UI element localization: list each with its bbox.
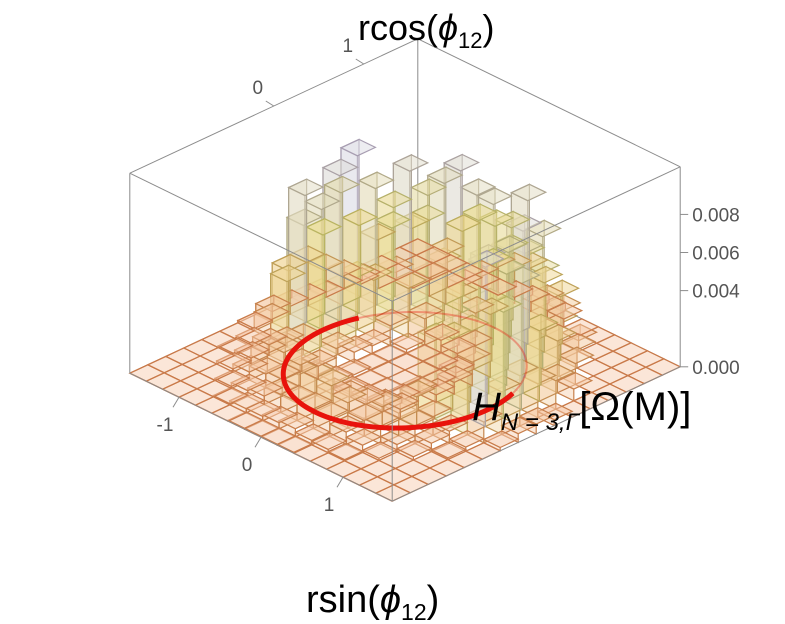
histogram-bar: [485, 294, 523, 419]
x-tick-mark: [254, 436, 262, 448]
x-tick-label: 0: [242, 455, 253, 476]
y-tick-label: 0: [253, 78, 264, 99]
ring-front: [280, 315, 515, 431]
z-tick-label: 0.008: [692, 205, 740, 226]
y-tick-mark: [355, 58, 365, 65]
y-tick-mark: [265, 100, 275, 107]
x-tick-label: -1: [157, 415, 174, 436]
histogram-bar: [277, 411, 315, 438]
box-edge: [129, 172, 393, 302]
z-tick-label: 0.004: [692, 282, 740, 303]
x-axis-label: rsin(ϕ12): [306, 579, 439, 624]
axis-ticks: -1 0 1 0 1 0.000 0.004 0.006 0.008: [157, 36, 741, 516]
histogram-bars: [128, 138, 682, 502]
unit-circle-ring: [280, 311, 528, 431]
x-tick-mark: [172, 396, 180, 408]
z-tick-label: 0.000: [692, 358, 740, 379]
box-edge: [417, 38, 681, 168]
y-axis-label: rcos(ϕ12): [358, 7, 495, 53]
histogram-bar: [575, 358, 613, 377]
histogram-bar: [261, 405, 299, 430]
y-tick-label: 1: [343, 36, 354, 57]
histogram-bar: [361, 440, 399, 462]
z-axis-label: HN = 3,Γ[Ω(M)]: [472, 385, 691, 436]
box-edge: [391, 366, 681, 502]
z-tick-label: 0.006: [692, 244, 740, 265]
histogram-bar: [406, 301, 444, 347]
x-tick-mark: [336, 476, 344, 488]
box-edge: [391, 166, 681, 302]
x-tick-label: 1: [324, 495, 335, 516]
